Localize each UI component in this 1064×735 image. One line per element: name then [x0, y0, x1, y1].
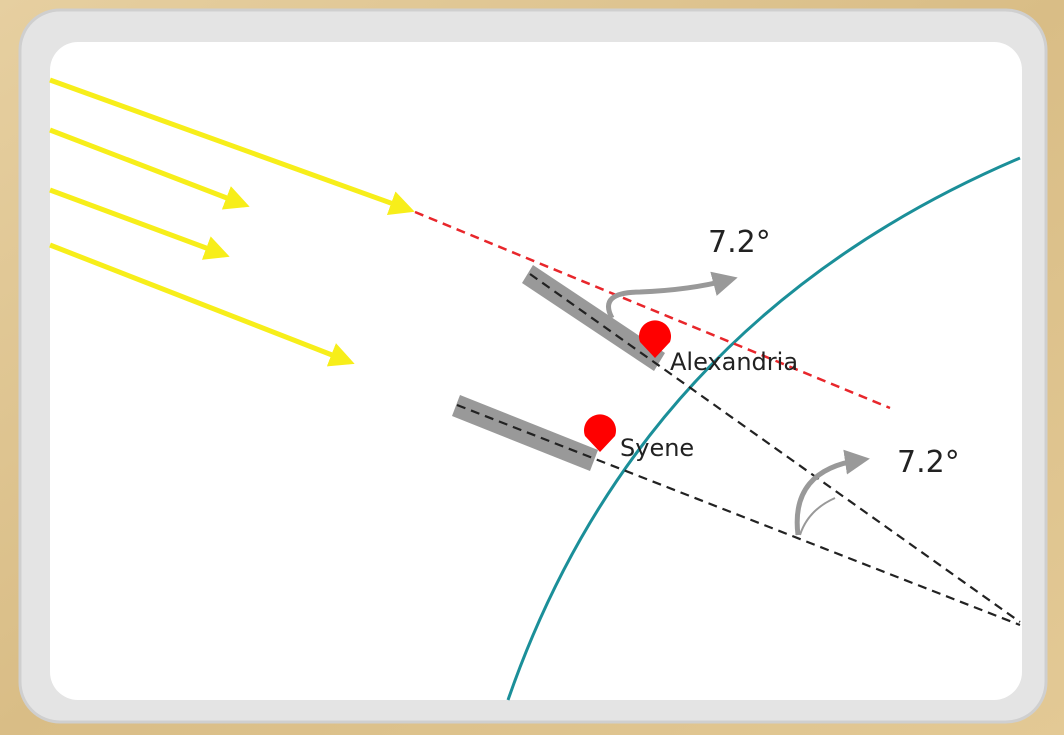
angle-label: 7.2°: [708, 225, 771, 260]
panel: [50, 42, 1022, 700]
place-label: Alexandria: [670, 348, 798, 376]
page: 7.2° 7.2° Alexandria Syene (() => { cons…: [0, 0, 1064, 735]
diagram: 7.2° 7.2° Alexandria Syene: [0, 0, 1064, 735]
place-label: Syene: [620, 434, 694, 462]
angle-label: 7.2°: [897, 445, 960, 480]
